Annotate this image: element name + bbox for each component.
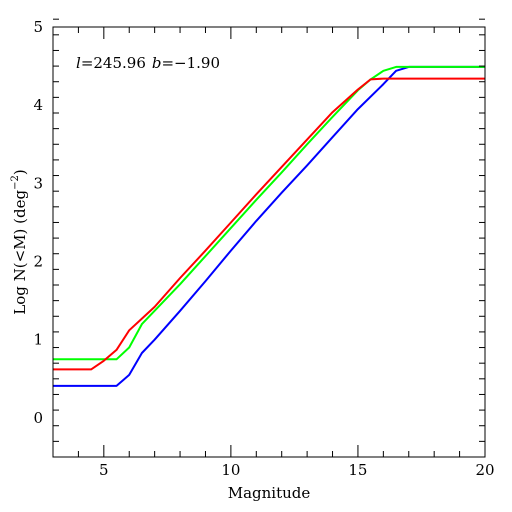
series-layer (53, 65, 485, 387)
series-line-1 (53, 65, 485, 387)
x-tick-label: 20 (475, 461, 494, 479)
annotation-label: l=245.96 b=−1.90 (76, 54, 220, 72)
y-tick-label: 1 (33, 331, 43, 349)
series-line-3 (53, 77, 485, 371)
y-tick-label: 4 (33, 96, 43, 114)
y-axis-title: Log N(<M) (deg−2) (10, 169, 29, 314)
x-tick-label: 5 (99, 461, 109, 479)
x-tick-label: 15 (348, 461, 367, 479)
plot-frame (52, 26, 486, 458)
y-tick-label: 5 (33, 18, 43, 36)
x-axis-title: Magnitude (228, 484, 311, 502)
tick-labels-layer: 5 10 15 20 0 1 2 3 4 5 (33, 18, 494, 479)
y-tick-label: 0 (33, 409, 43, 427)
y-tick-label: 2 (33, 253, 43, 271)
ticks-layer (52, 18, 486, 458)
x-tick-label: 10 (221, 461, 240, 479)
y-tick-label: 3 (33, 174, 43, 192)
series-line-2 (53, 65, 485, 361)
